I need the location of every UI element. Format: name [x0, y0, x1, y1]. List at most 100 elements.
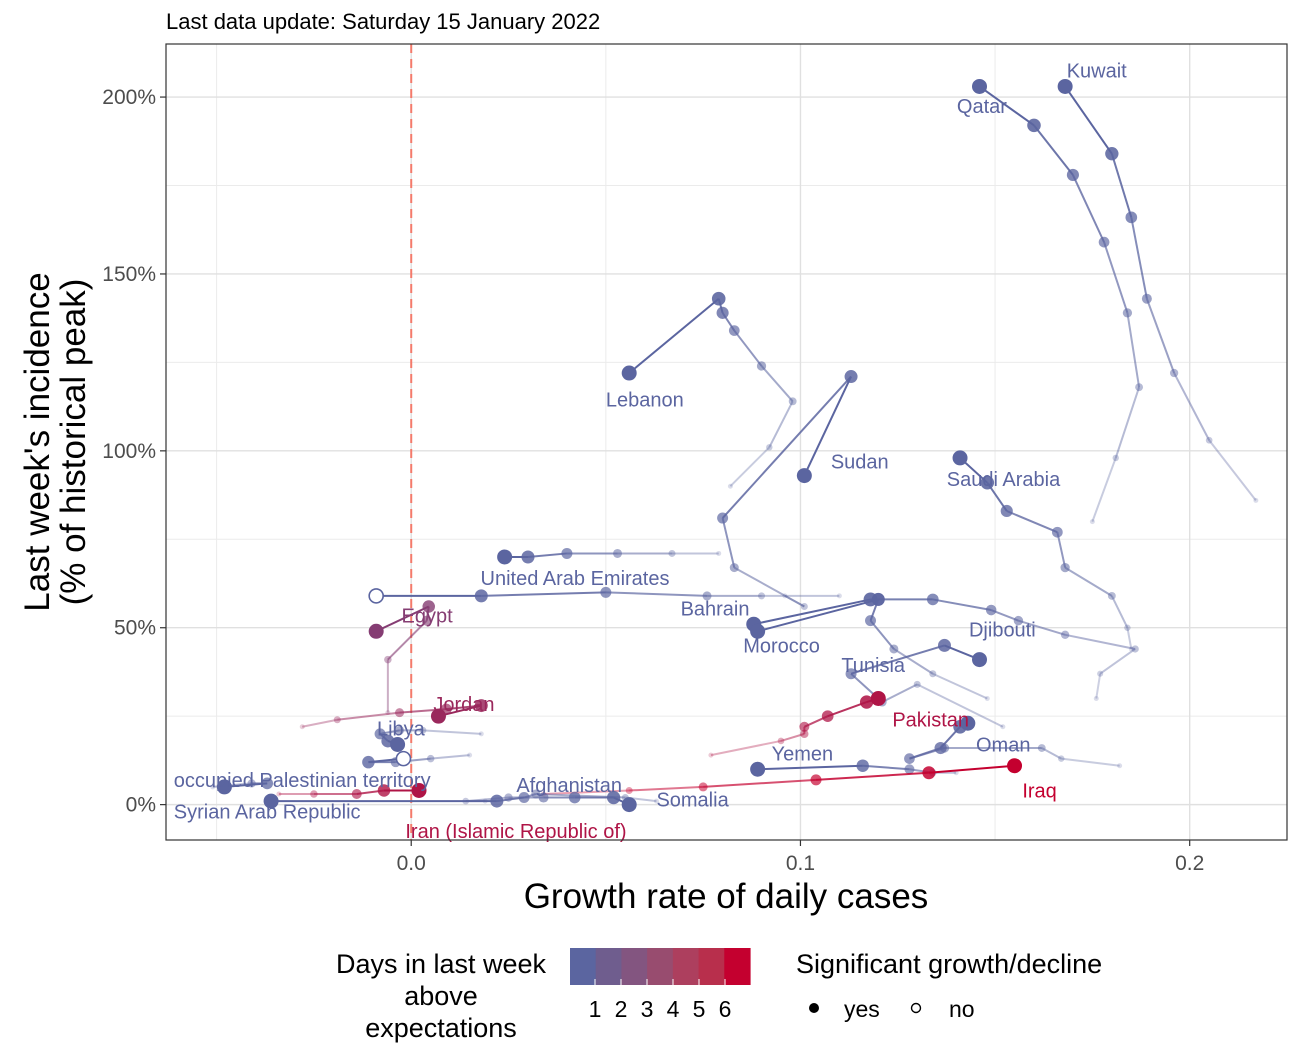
- data-point: [1117, 763, 1123, 769]
- data-point: [351, 789, 362, 800]
- data-point-current: [972, 78, 988, 94]
- data-point: [698, 782, 708, 792]
- data-point: [422, 600, 435, 613]
- data-point: [613, 548, 623, 558]
- data-point: [821, 710, 834, 723]
- y-tick-label: 200%: [102, 86, 156, 109]
- country-label-egypt: Egypt: [401, 605, 453, 627]
- series-sudan: [717, 370, 858, 611]
- country-label-kuwait: Kuwait: [1067, 61, 1127, 83]
- trajectory-segment: [1126, 312, 1141, 388]
- series-syrian-arab-republic: [362, 750, 473, 769]
- data-point: [1051, 526, 1063, 538]
- data-point: [1013, 615, 1024, 626]
- trajectory-segment: [1061, 757, 1120, 767]
- series-bahrain: [497, 547, 722, 565]
- data-point: [1135, 383, 1144, 392]
- trajectory-segment: [733, 329, 763, 367]
- country-label-qatar: Qatar: [957, 96, 1007, 118]
- data-point: [1105, 147, 1119, 161]
- country-label-tunisia: Tunisia: [841, 655, 906, 677]
- data-point: [210, 784, 216, 790]
- data-point-current: [750, 761, 766, 777]
- y-axis-title: Last week's incidence (% of historical p…: [18, 272, 93, 611]
- data-point-current: [395, 750, 412, 767]
- trajectory-segment: [721, 375, 852, 519]
- data-point: [247, 779, 256, 788]
- y-axis-title-line-1: Last week's incidence: [18, 272, 57, 611]
- data-point-current: [1007, 758, 1023, 774]
- data-point: [395, 725, 405, 735]
- trajectory-segment: [733, 566, 805, 608]
- color-bar-segment: [724, 948, 751, 985]
- data-point: [462, 797, 470, 805]
- data-point: [1000, 504, 1013, 518]
- data-point: [362, 755, 375, 769]
- trajectory-segment: [1033, 124, 1074, 176]
- data-point: [504, 793, 513, 802]
- trajectory-segment: [387, 619, 428, 661]
- data-point: [904, 764, 915, 775]
- data-point: [985, 604, 997, 616]
- trajectory-segment: [862, 764, 910, 771]
- trajectory-segment: [1095, 673, 1102, 699]
- y-tick-label: 100%: [102, 440, 156, 463]
- data-point-current: [621, 365, 637, 381]
- country-label-bahrain: Bahrain: [681, 598, 750, 620]
- data-point: [1112, 454, 1119, 462]
- data-point: [728, 325, 740, 336]
- trajectory-segment: [1126, 627, 1133, 650]
- data-point-current: [621, 797, 637, 813]
- data-point: [1097, 670, 1104, 677]
- data-point: [708, 752, 714, 758]
- trajectory-segment: [465, 796, 509, 803]
- x-tick-label: 0.0: [397, 852, 426, 875]
- data-point: [856, 759, 869, 772]
- data-point: [836, 593, 842, 599]
- data-point: [1058, 755, 1065, 762]
- plot-panel: Kuwait Qatar Lebanon Sudan Saudi Arabia Unite…: [165, 43, 1288, 843]
- country-label-united-arab-emirates: United Arab Emirates: [481, 568, 670, 590]
- trajectory-segment: [932, 672, 988, 700]
- data-point: [810, 774, 822, 786]
- series-united-arab-emirates: [368, 586, 842, 604]
- color-legend-title-line-3: expectations: [365, 1013, 517, 1043]
- trajectory-segment: [928, 764, 1015, 774]
- data-point: [482, 798, 488, 804]
- data-point: [1253, 497, 1259, 503]
- color-bar-segment: [570, 948, 597, 985]
- country-label-morocco: Morocco: [743, 635, 820, 657]
- color-bar-label: 4: [667, 996, 680, 1022]
- data-point: [467, 752, 473, 758]
- data-point: [1124, 624, 1131, 631]
- country-label-djibouti: Djibouti: [969, 620, 1036, 642]
- trajectory-segment: [1006, 510, 1058, 534]
- data-point: [421, 615, 432, 626]
- data-point: [600, 586, 612, 598]
- trajectory-segment: [337, 711, 400, 721]
- trajectory-segment: [916, 683, 1004, 728]
- trajectory-segment: [827, 701, 867, 718]
- data-point: [799, 721, 810, 732]
- trajectory-segment: [757, 598, 879, 633]
- color-bar-label: 3: [641, 996, 654, 1022]
- color-bar-label: 6: [719, 996, 732, 1022]
- data-point: [1066, 168, 1079, 181]
- data-point: [1093, 695, 1099, 701]
- series-occupied-palestinian-territory: [210, 777, 274, 795]
- data-point: [844, 370, 858, 384]
- panel-background: [166, 44, 1287, 840]
- color-bar-segment: [647, 948, 674, 985]
- trajectory-segment: [1072, 174, 1105, 243]
- data-point: [1060, 630, 1070, 639]
- data-point: [538, 792, 549, 803]
- shape-legend-title: Significant growth/decline: [796, 949, 1102, 979]
- data-point: [716, 306, 729, 319]
- data-point: [384, 655, 392, 664]
- trajectory-segment: [527, 552, 568, 558]
- shape-legend-open-dot: [910, 1002, 922, 1014]
- data-point: [777, 737, 785, 745]
- trajectory-segment: [605, 591, 708, 597]
- series-djibouti: [750, 592, 990, 701]
- trajectory-segment: [780, 732, 805, 742]
